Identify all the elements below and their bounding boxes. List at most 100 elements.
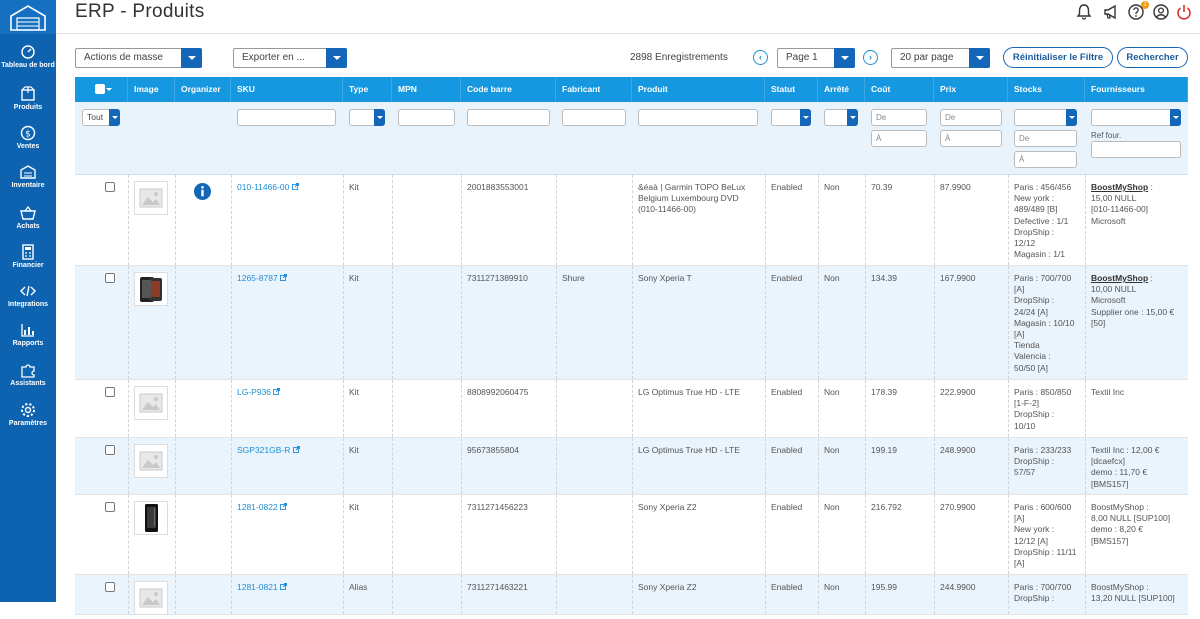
- chevron-down-icon: [847, 109, 858, 126]
- cost-to-input[interactable]: À: [871, 130, 927, 147]
- sidebar-item-produits[interactable]: Produits: [0, 86, 56, 112]
- info-icon[interactable]: [193, 182, 212, 201]
- sku-link[interactable]: 1281-0822: [237, 502, 287, 513]
- product-filter-input[interactable]: [638, 109, 758, 126]
- row-checkbox[interactable]: [105, 502, 115, 512]
- next-page-button[interactable]: ›: [863, 50, 878, 65]
- table-row[interactable]: LG-P936 Kit 8808992060475 LG Optimus True …: [75, 380, 1188, 438]
- column-header-sku[interactable]: SKU: [231, 77, 343, 102]
- column-header-co-t[interactable]: Coût: [865, 77, 934, 102]
- supplier-link[interactable]: BoostMyShop: [1091, 273, 1149, 283]
- row-checkbox[interactable]: [105, 445, 115, 455]
- product-thumbnail[interactable]: [134, 501, 168, 535]
- status-filter-select[interactable]: [771, 109, 811, 126]
- type-cell: Kit: [349, 445, 359, 455]
- row-checkbox[interactable]: [105, 273, 115, 283]
- stopped-filter-select[interactable]: [824, 109, 858, 126]
- help-icon[interactable]: [1127, 3, 1145, 21]
- product-name-cell: LG Optimus True HD - LTE: [638, 387, 740, 397]
- supplier-line: [BMS157]: [1091, 535, 1129, 546]
- sku-filter-input[interactable]: [237, 109, 336, 126]
- sidebar-item-financier[interactable]: Financier: [0, 244, 56, 270]
- column-header-fournisseurs[interactable]: Fournisseurs: [1085, 77, 1188, 102]
- column-header-statut[interactable]: Statut: [765, 77, 818, 102]
- caret-down-icon[interactable]: [106, 88, 112, 91]
- product-thumbnail[interactable]: [134, 581, 168, 615]
- page-select[interactable]: Page 1: [777, 48, 855, 68]
- manufacturer-filter-input[interactable]: [562, 109, 626, 126]
- product-thumbnail[interactable]: [134, 272, 168, 306]
- price-from-input[interactable]: De: [940, 109, 1002, 126]
- megaphone-icon[interactable]: [1102, 3, 1120, 21]
- sku-link[interactable]: LG-P936: [237, 387, 281, 398]
- sku-link[interactable]: 1281-0821: [237, 582, 287, 593]
- product-thumbnail[interactable]: [134, 181, 168, 215]
- sidebar-item-assistants[interactable]: Assistants: [0, 362, 56, 388]
- ref-four-input[interactable]: [1091, 141, 1181, 158]
- column-divider: [175, 438, 176, 494]
- barcode-filter-input[interactable]: [467, 109, 550, 126]
- table-row[interactable]: 010-11466-00 Kit 2001883553001 &éaà | Garm…: [75, 175, 1188, 266]
- supplier-link[interactable]: BoostMyShop: [1091, 182, 1149, 192]
- stocks-to-input[interactable]: À: [1014, 151, 1077, 168]
- column-header-stocks[interactable]: Stocks: [1008, 77, 1085, 102]
- prev-page-button[interactable]: ‹: [753, 50, 768, 65]
- column-divider: [632, 266, 633, 379]
- stocks-from-input[interactable]: De: [1014, 130, 1077, 147]
- column-header-organizer[interactable]: Organizer: [175, 77, 231, 102]
- reset-filter-button[interactable]: Réinitialiser le Filtre: [1003, 47, 1113, 68]
- sidebar-item-param-tres[interactable]: Paramètres: [0, 402, 56, 428]
- select-all-checkbox[interactable]: [95, 84, 105, 94]
- table-row[interactable]: 1281-0821 Alias 7311271463221 Sony Xperia …: [75, 575, 1188, 615]
- column-header-type[interactable]: Type: [343, 77, 392, 102]
- user-icon[interactable]: [1152, 3, 1170, 21]
- cost-from-input[interactable]: De: [871, 109, 927, 126]
- column-header-produit[interactable]: Produit: [632, 77, 765, 102]
- stock-line: 24/24 [A]: [1014, 306, 1049, 317]
- sidebar-item-label: Rapports: [12, 340, 44, 347]
- table-row[interactable]: 1265-8787 Kit 7311271389910 Shure Sony Xper…: [75, 266, 1188, 380]
- sku-link[interactable]: 1265-8787: [237, 273, 287, 284]
- column-header-prix[interactable]: Prix: [934, 77, 1008, 102]
- column-header-fabricant[interactable]: Fabricant: [556, 77, 632, 102]
- column-divider: [231, 495, 232, 574]
- bell-icon[interactable]: [1075, 3, 1093, 21]
- price-to-input[interactable]: À: [940, 130, 1002, 147]
- column-header-code-barre[interactable]: Code barre: [461, 77, 556, 102]
- sku-link[interactable]: 010-11466-00: [237, 182, 299, 193]
- sidebar-item-inventaire[interactable]: Inventaire: [0, 164, 56, 190]
- sku-link[interactable]: SGP321GB-R: [237, 445, 300, 456]
- sidebar-item-tableau-de-bord[interactable]: Tableau de bord: [0, 44, 56, 70]
- column-header-image[interactable]: Image: [128, 77, 175, 102]
- sidebar-item-achats[interactable]: Achats: [0, 205, 56, 231]
- sidebar-item-ventes[interactable]: $ Ventes: [0, 125, 56, 151]
- mass-actions-select[interactable]: Actions de masse: [75, 48, 202, 68]
- app-logo[interactable]: [0, 0, 56, 34]
- sidebar-item-label: Inventaire: [11, 182, 45, 189]
- table-row[interactable]: 1281-0822 Kit 7311271456223 Sony Xperia Z2…: [75, 495, 1188, 575]
- sidebar-item-rapports[interactable]: Rapports: [0, 322, 56, 348]
- column-header-arr-t-[interactable]: Arrêté: [818, 77, 865, 102]
- row-checkbox[interactable]: [105, 387, 115, 397]
- search-button[interactable]: Rechercher: [1117, 47, 1188, 68]
- row-checkbox[interactable]: [105, 182, 115, 192]
- type-filter-select[interactable]: [349, 109, 385, 126]
- export-select[interactable]: Exporter en ...: [233, 48, 347, 68]
- select-filter[interactable]: Tout: [82, 109, 120, 126]
- warehouse-logo-icon: [10, 5, 46, 31]
- supplier-line: Textil Inc : 12,00 €: [1091, 445, 1160, 455]
- row-checkbox[interactable]: [105, 582, 115, 592]
- barcode-cell: 95673855804: [467, 445, 520, 455]
- product-thumbnail[interactable]: [134, 444, 168, 478]
- sidebar-item-integrations[interactable]: Integrations: [0, 283, 56, 309]
- column-divider: [231, 266, 232, 379]
- table-row[interactable]: SGP321GB-R Kit 95673855804 LG Optimus True…: [75, 438, 1188, 495]
- mpn-filter-input[interactable]: [398, 109, 455, 126]
- power-icon[interactable]: [1175, 3, 1193, 21]
- product-thumbnail[interactable]: [134, 386, 168, 420]
- per-page-select[interactable]: 20 par page: [891, 48, 990, 68]
- column-header-mpn[interactable]: MPN: [392, 77, 461, 102]
- stocks-filter-select[interactable]: [1014, 109, 1077, 126]
- suppliers-filter-select[interactable]: [1091, 109, 1181, 126]
- stock-line: Valencia :: [1014, 351, 1051, 362]
